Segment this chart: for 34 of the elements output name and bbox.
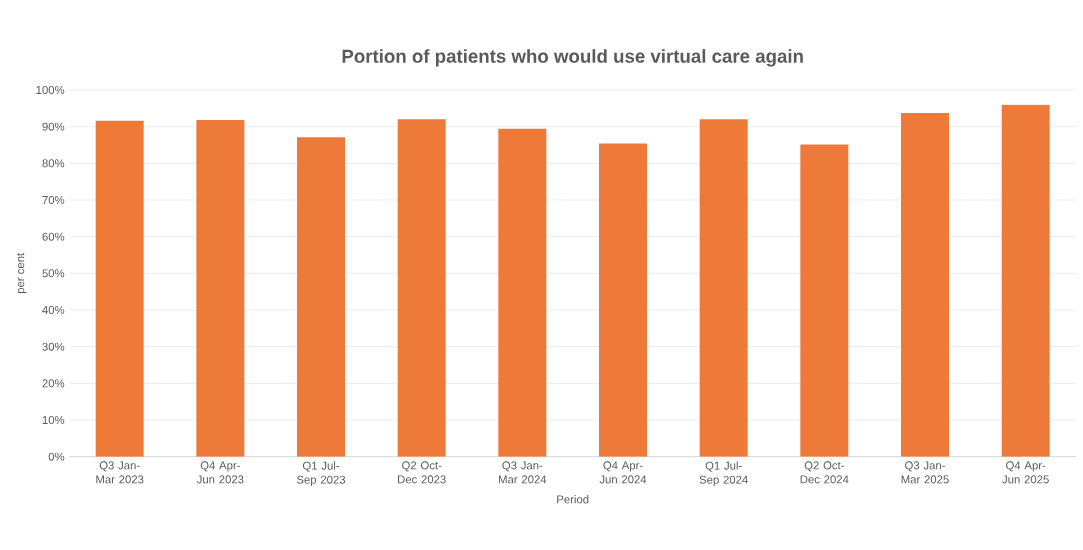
x-tick-label: Q4 Apr-Jun 2023: [196, 461, 244, 484]
x-tick-label: Q1 Jul-Sep 2024: [699, 461, 748, 486]
y-axis-title: per cent: [16, 252, 27, 294]
y-tick-label: 60%: [42, 232, 65, 241]
bar: [498, 128, 547, 457]
x-tick-label: Q3 Jan-Mar 2024: [499, 461, 547, 484]
x-tick-label: Q2 Oct-Dec 2023: [398, 461, 446, 484]
y-tick-label: 80%: [42, 159, 65, 168]
y-tick-label: 20%: [42, 379, 65, 388]
bar: [95, 120, 144, 457]
y-tick-label: 30%: [42, 342, 65, 351]
y-tick-label: 10%: [42, 415, 65, 424]
y-tick-label: 0%: [48, 452, 65, 461]
bar: [599, 143, 647, 457]
x-axis-title: Period: [557, 495, 589, 504]
bar: [699, 119, 748, 457]
bar: [800, 144, 849, 457]
y-tick-label: 50%: [42, 269, 65, 278]
bar: [901, 113, 949, 457]
x-tick-label: Q4 Apr-Jun 2025: [1002, 461, 1049, 484]
x-tick-label: Q1 Jul-Sep 2023: [296, 461, 346, 486]
x-tick-label: Q2 Oct-Dec 2024: [800, 461, 849, 484]
bar: [297, 137, 346, 457]
bar: [397, 119, 446, 457]
x-tick-label: Q3 Jan-Mar 2023: [96, 461, 144, 484]
x-tick-label: Q3 Jan-Mar 2025: [901, 461, 949, 484]
y-tick-label: 40%: [42, 305, 65, 314]
y-tick-label: 100%: [36, 85, 65, 94]
x-tick-label: Q4 Apr-Jun 2024: [599, 461, 647, 484]
y-tick-label: 70%: [42, 195, 65, 204]
chart-title: Portion of patients who would use virtual care again: [342, 49, 803, 67]
bar: [196, 120, 245, 457]
bar: [1001, 104, 1050, 457]
y-tick-label: 90%: [42, 122, 65, 131]
